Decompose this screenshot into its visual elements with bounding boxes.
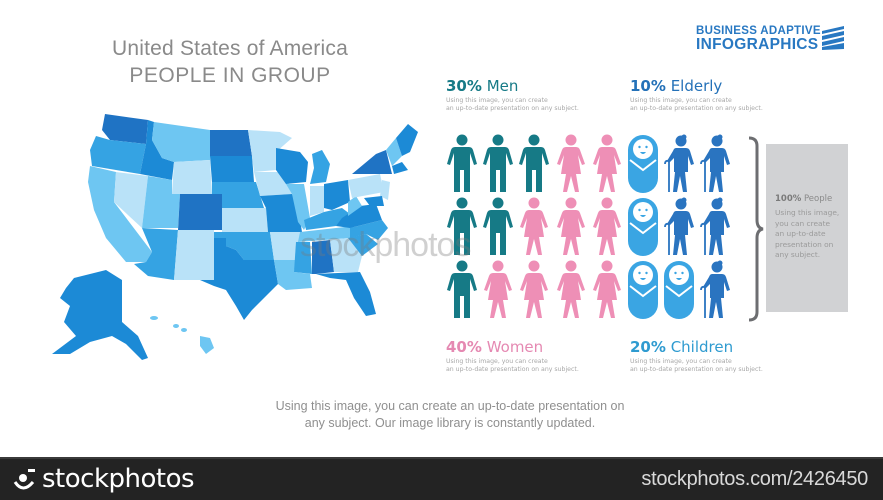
man-icon (516, 134, 552, 194)
stat-children: 20% Children Using this image, you can c… (630, 338, 763, 374)
footer-caption-line-2: any subject. Our image library is consta… (304, 416, 596, 430)
infographic-title: United States of America PEOPLE IN GROUP (70, 36, 390, 90)
elder-icon (697, 260, 733, 320)
stat-women-desc-2: an up-to-date presentation on any subjec… (446, 366, 579, 373)
stat-men: 30% Men Using this image, you can create… (446, 77, 579, 113)
stock-logo[interactable]: stockphotos (12, 462, 195, 496)
elder-icon (697, 197, 733, 257)
smile-logo-icon (13, 469, 35, 490)
brand-logo: BUSINESS ADAPTIVE INFOGRAPHICS (696, 25, 844, 53)
stat-women-pct: 40% (446, 338, 482, 356)
brand-line-1: BUSINESS ADAPTIVE (696, 25, 821, 37)
contiguous-states (88, 114, 418, 320)
stat-elderly-desc-2: an up-to-date presentation on any subjec… (630, 105, 763, 112)
summary-pct: 100% (775, 194, 802, 204)
baby-icon (625, 134, 661, 194)
woman-icon (553, 197, 589, 257)
stat-men-label: Men (486, 77, 519, 95)
summary-desc-5: any subject. (775, 250, 821, 259)
woman-icon (589, 134, 625, 194)
summary-desc-1: Using this image, (775, 208, 840, 217)
summary-desc-4: presentation on (775, 239, 834, 249)
man-icon (444, 260, 480, 320)
stat-children-label: Children (670, 338, 734, 356)
stat-men-pct: 30% (446, 77, 482, 95)
summary-label: People (803, 194, 833, 204)
woman-icon (553, 134, 589, 194)
stock-url[interactable]: stockphotos.com/2426450 (641, 468, 868, 490)
stat-women-label: Women (486, 338, 544, 356)
stock-logo-text: stockphotos (42, 464, 195, 494)
woman-icon (553, 260, 589, 320)
man-icon (480, 134, 516, 194)
man-icon (480, 197, 516, 257)
woman-icon (589, 260, 625, 320)
alaska (52, 270, 148, 360)
man-icon (444, 134, 480, 194)
elder-icon (661, 197, 697, 257)
stat-men-desc-1: Using this image, you can create (446, 97, 548, 104)
summary-desc-3: an up-to-date (775, 229, 826, 238)
hawaii (150, 316, 214, 354)
man-icon (444, 197, 480, 257)
woman-icon (516, 260, 552, 320)
title-line-1: United States of America (112, 37, 348, 60)
footer-caption-line-1: Using this image, you can create an up-t… (275, 399, 625, 413)
baby-icon (661, 260, 697, 320)
woman-icon (589, 197, 625, 257)
stock-footer-bar: stockphotos stockphotos.com/2426450 (0, 457, 883, 500)
elder-icon (697, 134, 733, 194)
baby-icon (625, 260, 661, 320)
summary-panel: 100% People Using this image, you can cr… (766, 144, 848, 312)
woman-icon (516, 197, 552, 257)
title-line-2: PEOPLE IN GROUP (129, 64, 331, 87)
stat-elderly: 10% Elderly Using this image, you can cr… (630, 77, 763, 113)
stat-elderly-pct: 10% (630, 77, 666, 95)
stat-children-desc-2: an up-to-date presentation on any subjec… (630, 366, 763, 373)
right-brace-icon (748, 136, 764, 322)
stat-children-pct: 20% (630, 338, 666, 356)
elder-icon (661, 134, 697, 194)
stat-elderly-desc-1: Using this image, you can create (630, 97, 732, 104)
footer-caption: Using this image, you can create an up-t… (230, 398, 670, 432)
diagonal-stripes-icon (822, 26, 844, 50)
stat-men-desc-2: an up-to-date presentation on any subjec… (446, 105, 579, 112)
us-map (52, 114, 418, 360)
people-icon-grid (444, 134, 744, 324)
brand-line-2: INFOGRAPHICS (696, 36, 819, 53)
woman-icon (480, 260, 516, 320)
baby-icon (625, 197, 661, 257)
stat-elderly-label: Elderly (670, 77, 723, 95)
stat-children-desc-1: Using this image, you can create (630, 358, 732, 365)
stat-women: 40% Women Using this image, you can crea… (446, 338, 579, 374)
summary-desc-2: you can create (775, 218, 831, 228)
stat-women-desc-1: Using this image, you can create (446, 358, 548, 365)
